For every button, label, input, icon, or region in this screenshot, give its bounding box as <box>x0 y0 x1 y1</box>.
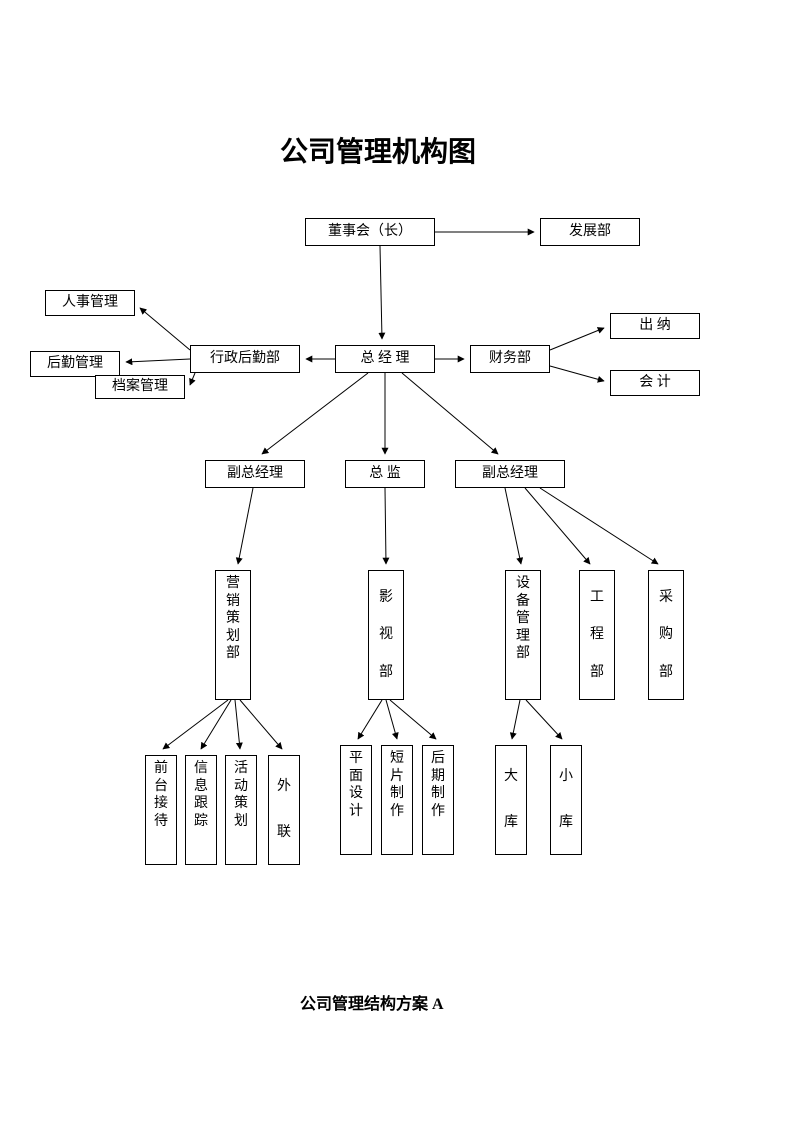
org-node-film: 影视部 <box>368 570 404 700</box>
org-node-pur: 采购部 <box>648 570 684 700</box>
org-node-fin: 财务部 <box>470 345 550 373</box>
org-node-dir: 总 监 <box>345 460 425 488</box>
org-node-arch: 档案管理 <box>95 375 185 399</box>
org-node-hr: 人事管理 <box>45 290 135 316</box>
org-node-mkt: 营销策划部 <box>215 570 251 700</box>
org-node-eng: 工程部 <box>579 570 615 700</box>
org-node-acct: 会 计 <box>610 370 700 396</box>
org-node-ext: 外联 <box>268 755 300 865</box>
org-node-smallwh: 小库 <box>550 745 582 855</box>
org-node-post: 后期制作 <box>422 745 454 855</box>
org-node-gm: 总 经 理 <box>335 345 435 373</box>
page-title: 公司管理机构图 <box>280 130 476 170</box>
org-node-event: 活动策划 <box>225 755 257 865</box>
org-node-logi: 后勤管理 <box>30 351 120 377</box>
org-node-gd: 平面设计 <box>340 745 372 855</box>
org-node-bigwh: 大库 <box>495 745 527 855</box>
org-node-vgm1: 副总经理 <box>205 460 305 488</box>
org-node-vgm2: 副总经理 <box>455 460 565 488</box>
org-node-admin: 行政后勤部 <box>190 345 300 373</box>
org-node-board: 董事会（长） <box>305 218 435 246</box>
org-node-recpt: 前台接待 <box>145 755 177 865</box>
org-node-cashier: 出 纳 <box>610 313 700 339</box>
org-node-info: 信息跟踪 <box>185 755 217 865</box>
page-caption: 公司管理结构方案 A <box>300 990 444 1014</box>
org-node-short: 短片制作 <box>381 745 413 855</box>
org-node-equip: 设备管理部 <box>505 570 541 700</box>
org-node-dev: 发展部 <box>540 218 640 246</box>
